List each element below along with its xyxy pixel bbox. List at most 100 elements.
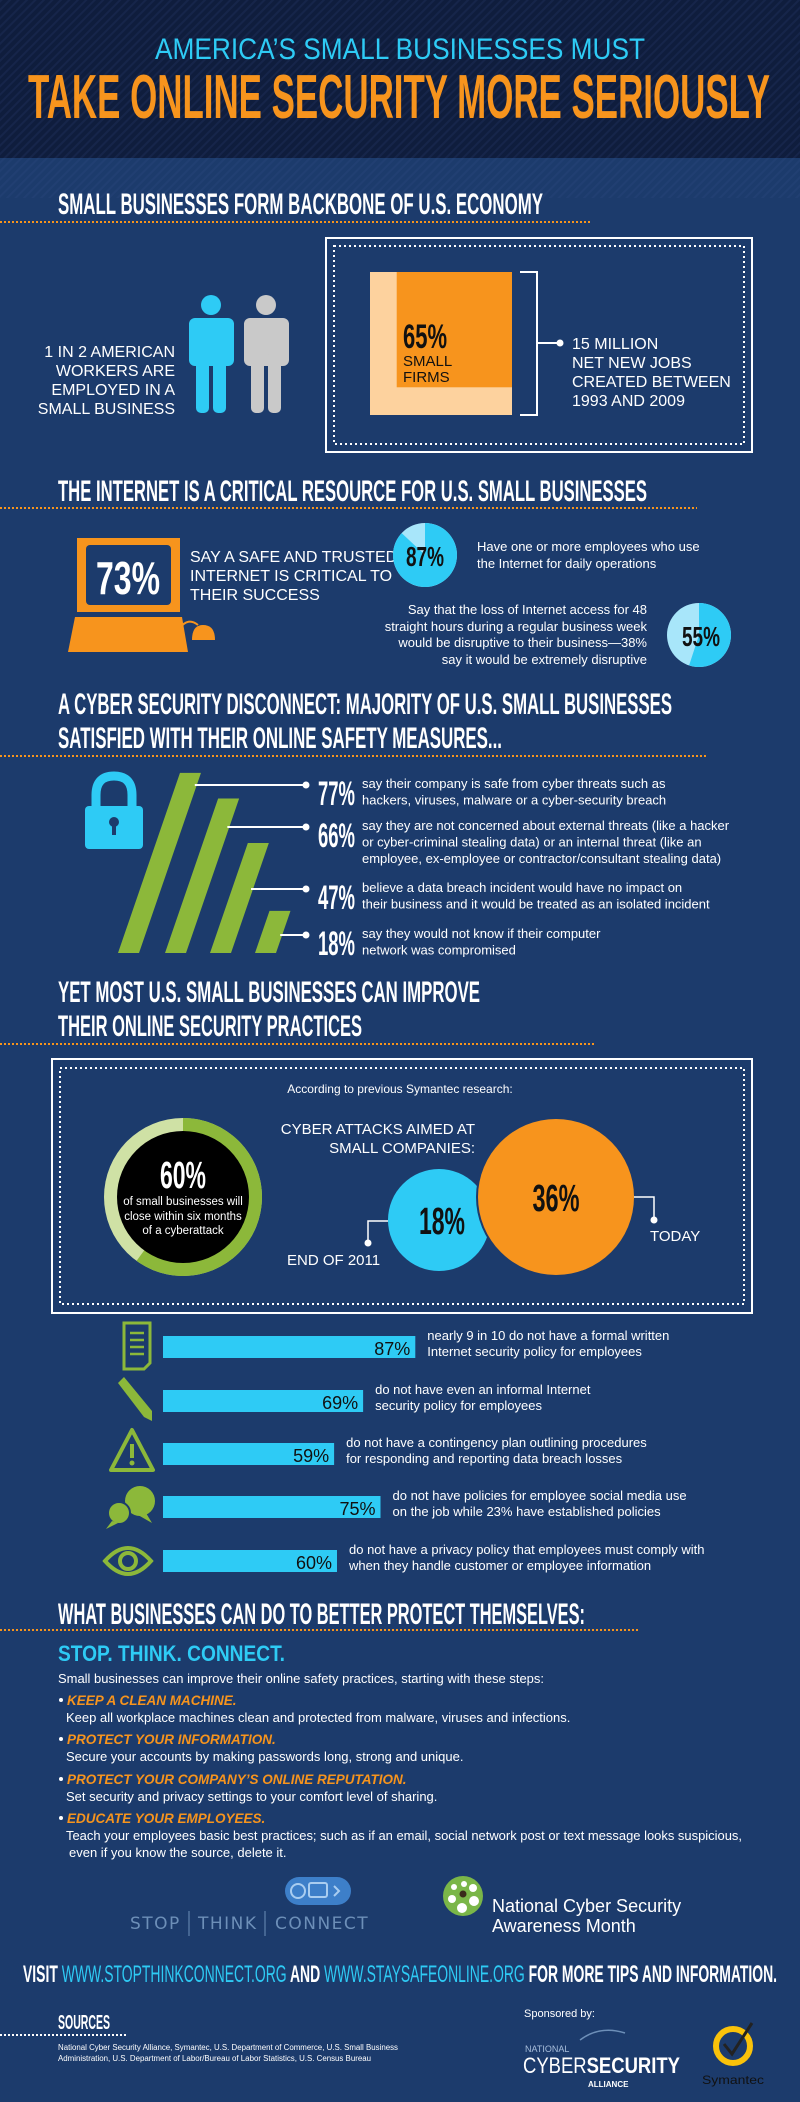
- text-line: close within six months: [124, 1211, 242, 1223]
- staysafeonline-link[interactable]: WWW.STAYSAFEONLINE.ORG: [324, 1961, 525, 1988]
- stc-badge-icon: [285, 1877, 351, 1905]
- person-gray-icon: [244, 295, 289, 413]
- policy-row: 69% do not have even an informal Internet…: [118, 1377, 591, 1421]
- bullet: [59, 1777, 63, 1781]
- stat-pct: 47%: [318, 879, 355, 917]
- text-line: THEIR SUCCESS: [190, 587, 320, 604]
- employees-pct: 87%: [406, 541, 444, 572]
- bullet: [59, 1737, 63, 1741]
- slanted-bar: [210, 843, 269, 953]
- text-line: CREATED BETWEEN: [572, 374, 731, 391]
- policy-text: Internet security policy for employees: [427, 1344, 642, 1359]
- loss-pct: 55%: [682, 621, 720, 652]
- text-line: say it would be extremely disruptive: [442, 652, 647, 667]
- stat-text: their business and it would be treated a…: [362, 897, 710, 912]
- end-2011-label: END OF 2011: [287, 1252, 380, 1269]
- header: AMERICA’S SMALL BUSINESSES MUST TAKE ONL…: [0, 0, 800, 158]
- stat-text: say they would not know if their compute…: [362, 926, 601, 941]
- policy-bar: [163, 1390, 364, 1412]
- policy-bar: [163, 1496, 381, 1518]
- intro: Small businesses can improve their onlin…: [58, 1671, 544, 1686]
- policy-text: nearly 9 in 10 do not have a formal writ…: [427, 1328, 669, 1343]
- screen-icon: [308, 1882, 328, 1898]
- stat-text: hackers, viruses, malware or a cyber-sec…: [362, 793, 666, 808]
- stat-text: believe a data breach incident would hav…: [362, 880, 682, 895]
- section-improve: YET MOST U.S. SMALL BUSINESSES CAN IMPRO…: [0, 976, 753, 1576]
- sources-heading: SOURCES: [58, 2012, 110, 2034]
- ncsam-text: National Cyber Security: [492, 1896, 681, 1916]
- stopthinkconnect-link[interactable]: WWW.STOPTHINKCONNECT.ORG: [62, 1961, 287, 1988]
- connector-line: [634, 1196, 655, 1218]
- pencil-icon: [118, 1377, 152, 1421]
- policy-pct: 69%: [322, 1393, 358, 1413]
- circle-today: [478, 1119, 634, 1275]
- visit-line: VISIT WWW.STOPTHINKCONNECT.ORG AND WWW.S…: [23, 1961, 777, 1988]
- visit-text: FOR MORE TIPS AND INFORMATION.: [525, 1961, 777, 1988]
- symantec-check-icon: [713, 2026, 753, 2066]
- policy-text: do not have policies for employee social…: [393, 1488, 687, 1503]
- ncsa-wordmark: CYBERSECURITY: [523, 2053, 680, 2078]
- policy-bar: [163, 1443, 335, 1465]
- workers-text: 1 IN 2 AMERICAN WORKERS ARE EMPLOYED IN …: [38, 344, 176, 418]
- section-heading: A CYBER SECURITY DISCONNECT: MAJORITY OF…: [58, 688, 672, 721]
- ncsam-logo: National Cyber Security Awareness Month: [443, 1876, 681, 1936]
- visit-text: AND: [287, 1961, 324, 1988]
- document-icon: [122, 1321, 152, 1371]
- policy-text: for responding and reporting data breach…: [346, 1451, 623, 1466]
- header-background: [0, 0, 800, 158]
- jobs-text: 15 MILLION NET NEW JOBS CREATED BETWEEN …: [572, 336, 731, 410]
- stat-pct: 66%: [318, 817, 355, 855]
- stc-word: CONNECT: [275, 1914, 369, 1934]
- policy-pct: 59%: [293, 1446, 329, 1466]
- stat-text: say their company is safe from cyber thr…: [362, 776, 666, 791]
- section-heading: WHAT BUSINESSES CAN DO TO BETTER PROTECT…: [58, 1598, 585, 1631]
- policy-bar: [163, 1550, 337, 1572]
- policy-row: 87% nearly 9 in 10 do not have a formal w…: [122, 1321, 669, 1371]
- section-heading: SATISFIED WITH THEIR ONLINE SAFETY MEASU…: [58, 722, 502, 755]
- stat-pct: 77%: [318, 775, 355, 813]
- section-heading: THE INTERNET IS A CRITICAL RESOURCE FOR …: [58, 475, 647, 508]
- stc-word: THINK: [197, 1914, 258, 1934]
- stat-text: or cyber-criminal stealing data) or an i…: [362, 835, 702, 850]
- text-line: would be disruptive to their business—38…: [397, 635, 647, 650]
- text-line: EMPLOYED IN A: [51, 382, 175, 399]
- step-text: Keep all workplace machines clean and pr…: [66, 1710, 570, 1725]
- firms-square-fill: [396, 272, 512, 388]
- chat-bubbles-icon: [106, 1486, 155, 1529]
- policy-text: security policy for employees: [375, 1398, 542, 1413]
- section-heading: YET MOST U.S. SMALL BUSINESSES CAN IMPRO…: [58, 976, 480, 1009]
- pie-slice: [689, 603, 731, 667]
- connector-dot: [556, 339, 564, 347]
- ncsa-cyber: CYBER: [523, 2053, 587, 2078]
- stop-think-connect-logo: STOP THINK CONNECT: [130, 1877, 369, 1936]
- firms-pct: 65%: [403, 318, 447, 356]
- text-line: Say that the loss of Internet access for…: [408, 602, 647, 617]
- pie-loss: [667, 603, 731, 667]
- ncsa-logo: NATIONAL CYBERSECURITY ALLIANCE: [523, 2029, 680, 2089]
- step-item: PROTECT YOUR COMPANY’S ONLINE REPUTATION…: [59, 1772, 437, 1804]
- stat-text: employee, ex-employee or contractor/cons…: [362, 851, 721, 866]
- stat-pct: 18%: [318, 925, 355, 963]
- people-icon: [189, 295, 289, 413]
- step-text: Teach your employees basic best practice…: [66, 1828, 742, 1843]
- step-title: EDUCATE YOUR EMPLOYEES.: [67, 1811, 265, 1826]
- policy-text: do not have a contingency plan outlining…: [346, 1435, 647, 1450]
- arrow-icon: [333, 1885, 341, 1897]
- attacks-title: CYBER ATTACKS AIMED AT: [281, 1121, 475, 1138]
- step-text: Set security and privacy settings to you…: [66, 1789, 437, 1804]
- text-line: SAY A SAFE AND TRUSTED: [190, 549, 397, 566]
- policy-pct: 87%: [374, 1339, 410, 1359]
- policy-pct: 75%: [339, 1499, 375, 1519]
- step-text: even if you know the source, delete it.: [69, 1845, 287, 1860]
- end-2011-pct: 18%: [419, 1201, 465, 1243]
- disconnect-stats: 77% say their company is safe from cyber …: [194, 775, 730, 963]
- text-line: INTERNET IS CRITICAL TO: [190, 568, 392, 585]
- text-line: 1993 AND 2009: [572, 393, 685, 410]
- bullet: [59, 1816, 63, 1820]
- text-line: 15 MILLION: [572, 336, 658, 353]
- subheading: STOP. THINK. CONNECT.: [58, 1641, 285, 1666]
- connector-dot: [302, 823, 310, 831]
- policy-row: 75% do not have policies for employee soc…: [106, 1486, 687, 1529]
- critical-pct: 73%: [96, 552, 160, 604]
